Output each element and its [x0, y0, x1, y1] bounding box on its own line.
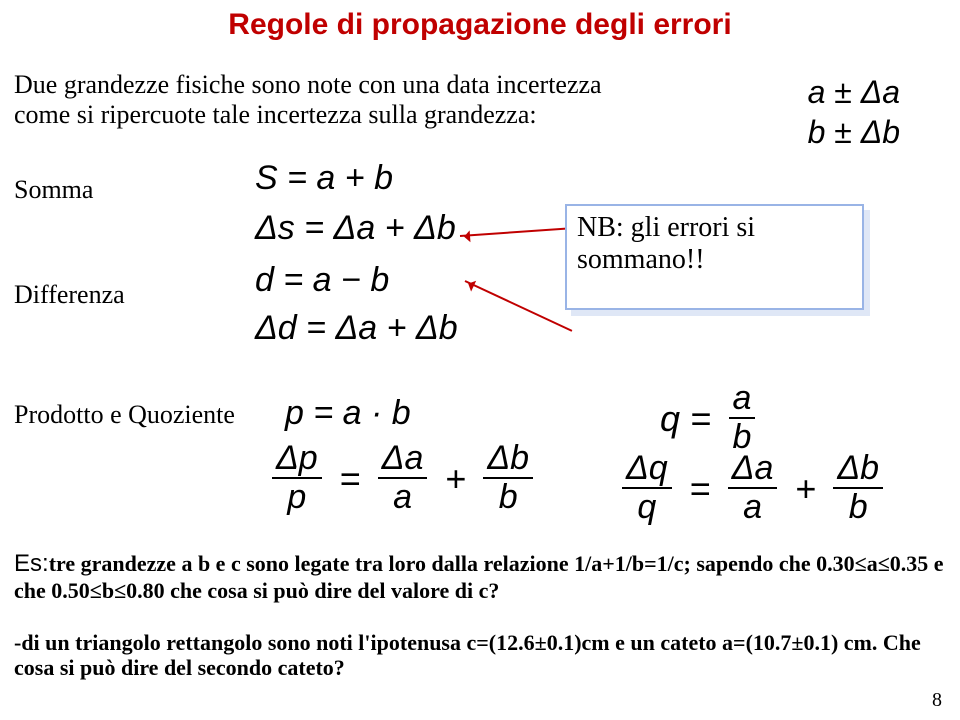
lhs: q =	[660, 399, 717, 439]
frac-num: Δb	[833, 450, 883, 487]
intro-text: Due grandezze fisiche sono note con una …	[14, 70, 634, 130]
exercise-2: -di un triangolo rettangolo sono noti l'…	[14, 630, 944, 681]
equals-sign: =	[333, 459, 366, 499]
frac-num: Δa	[728, 450, 778, 487]
note-line-2: sommano!!	[577, 244, 705, 275]
page-title: Regole di propagazione degli errori	[0, 0, 960, 42]
label-differenza: Differenza	[14, 280, 125, 310]
eq-quotient: q = ab	[660, 380, 757, 457]
given-quantities: a ± Δa b ± Δb	[808, 72, 900, 152]
exercise-1: Es:tre grandezze a b e c sono legate tra…	[14, 550, 944, 603]
plus-sign: +	[789, 469, 822, 509]
arrow-icon	[465, 280, 573, 332]
page-number: 8	[932, 689, 942, 712]
frac-num: a	[729, 380, 756, 417]
callout-note: NB: gli errori si sommano!!	[565, 204, 864, 310]
note-line-1: NB: gli errori si	[577, 212, 755, 243]
eq-quotient-error: Δqq = Δaa + Δbb	[620, 450, 885, 527]
plus-sign: +	[439, 459, 472, 499]
frac-den: q	[622, 487, 672, 526]
given-b: b ± Δb	[808, 112, 900, 152]
given-a: a ± Δa	[808, 72, 900, 112]
eq-diff-error: Δd = Δa + Δb	[255, 310, 458, 347]
label-somma: Somma	[14, 175, 93, 205]
eq-sum-error: Δs = Δa + Δb	[255, 210, 456, 247]
frac-den: a	[728, 487, 778, 526]
equals-sign: =	[683, 469, 716, 509]
frac-num: Δp	[272, 440, 322, 477]
exercise-text: tre grandezze a b e c sono legate tra lo…	[14, 551, 944, 603]
exercise-lead: Es:	[14, 550, 49, 577]
frac-num: Δb	[483, 440, 533, 477]
intro-line-1: Due grandezze fisiche sono note con una …	[14, 70, 602, 99]
frac-den: a	[378, 477, 428, 516]
label-prodotto-quoziente: Prodotto e Quoziente	[14, 400, 235, 430]
eq-diff: d = a − b	[255, 262, 389, 299]
eq-sum: S = a + b	[255, 160, 393, 197]
eq-product-error: Δpp = Δaa + Δbb	[270, 440, 535, 517]
frac-den: b	[833, 487, 883, 526]
eq-product: p = a · b	[285, 395, 411, 432]
arrow-icon	[460, 227, 568, 237]
intro-line-2: come si ripercuote tale incertezza sulla…	[14, 100, 537, 129]
frac-num: Δq	[622, 450, 672, 487]
frac-den: b	[483, 477, 533, 516]
frac-den: p	[272, 477, 322, 516]
frac-num: Δa	[378, 440, 428, 477]
